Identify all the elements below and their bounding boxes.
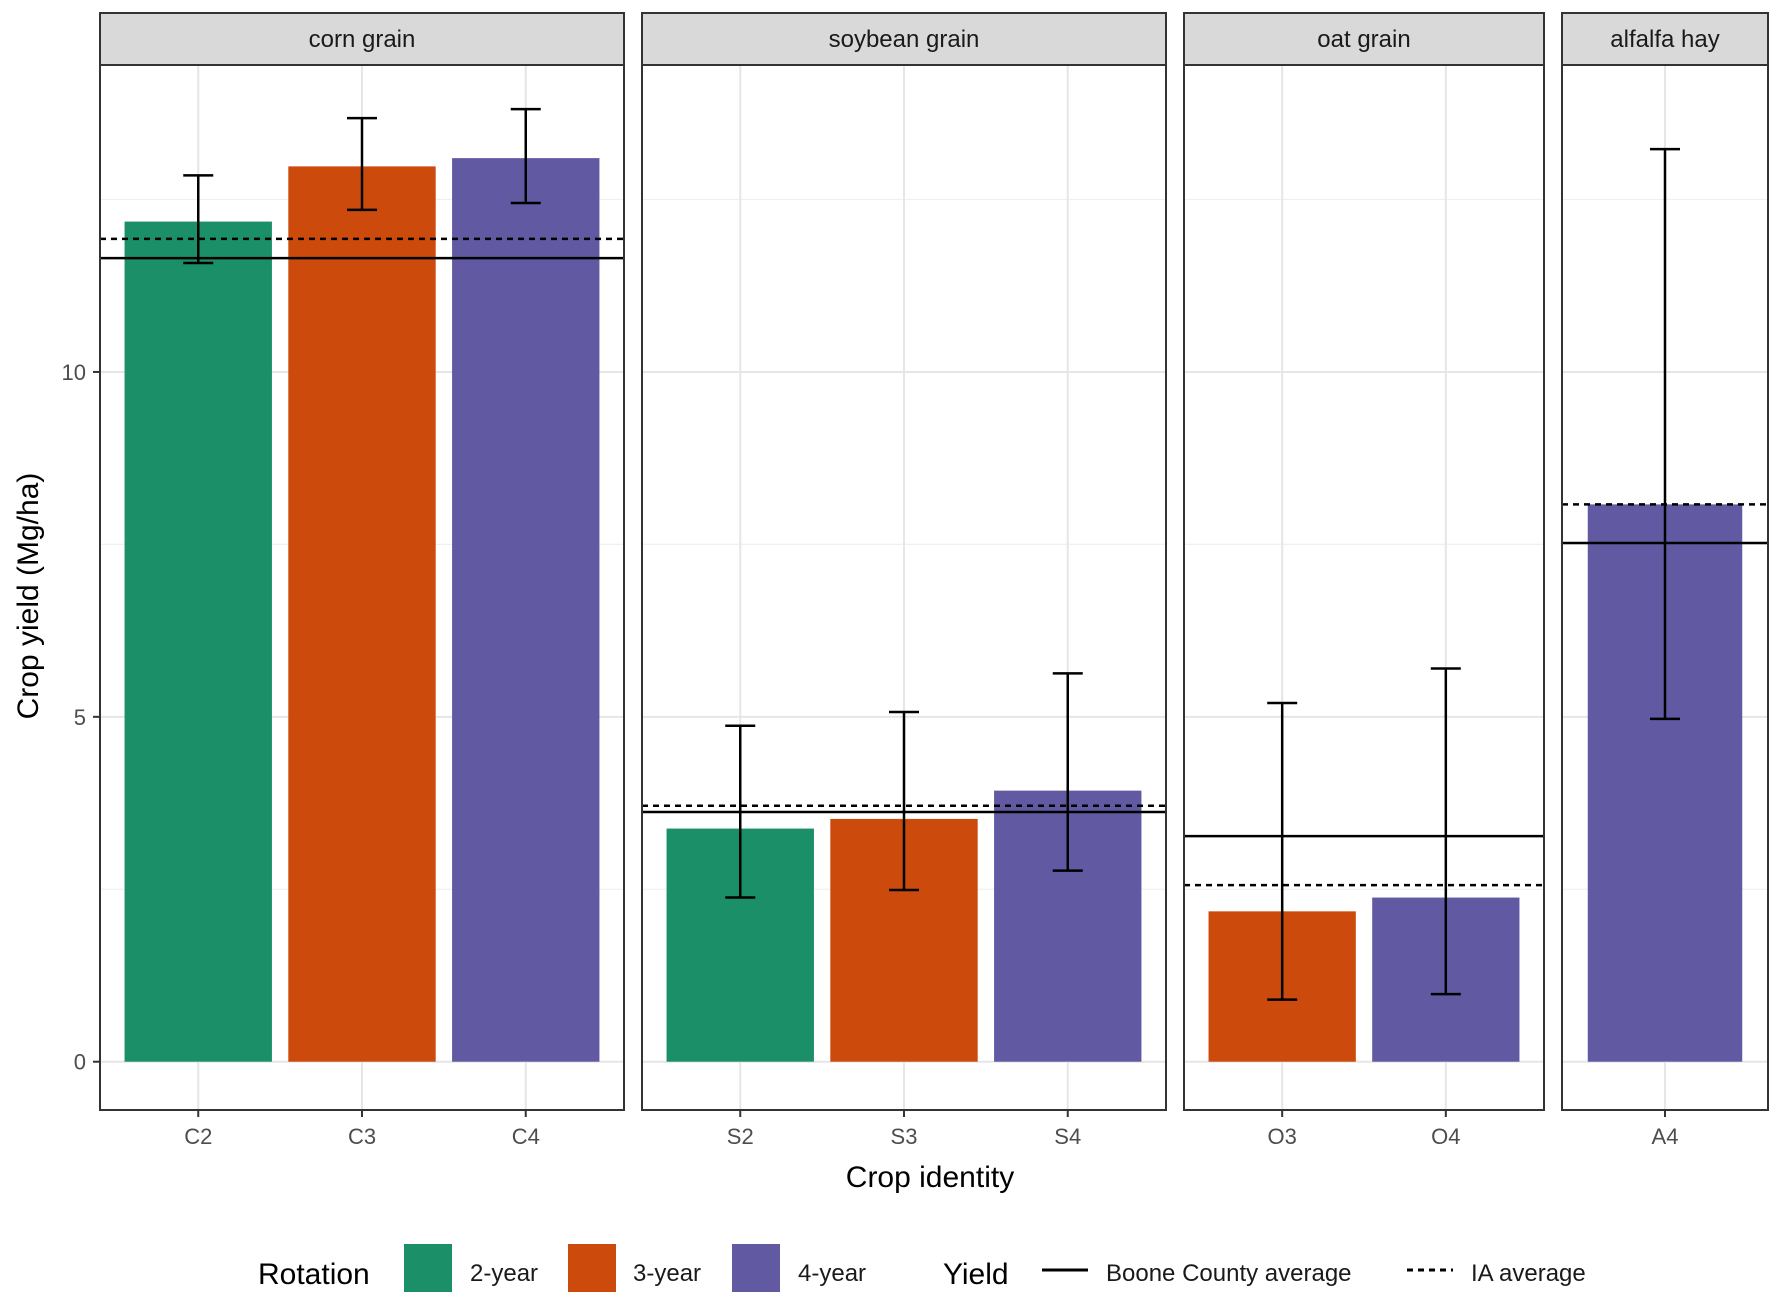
x-tick-label: A4	[1652, 1124, 1679, 1149]
bar-C3	[288, 166, 436, 1062]
legend-label-4-year: 4-year	[798, 1260, 866, 1287]
facet-panel: corn grain C2 C3 C4	[99, 12, 625, 1149]
bar-C2	[124, 221, 272, 1062]
y-tick-label: 10	[62, 360, 86, 385]
x-tick-label: S4	[1054, 1124, 1081, 1149]
facet-strip	[1183, 12, 1545, 66]
facet-panels: corn grain C2 C3 C4 soybean grain S2 S3 S4 oat g…	[62, 12, 1769, 1149]
facet-panel: oat grain O3 O4	[1183, 12, 1545, 1149]
facet-strip	[641, 12, 1167, 66]
x-tick-label: S2	[727, 1124, 754, 1149]
x-tick-label: C2	[184, 1124, 212, 1149]
legend-key-2-year	[404, 1244, 452, 1292]
x-tick-label: S3	[891, 1124, 918, 1149]
facet-strip-label: alfalfa hay	[1610, 26, 1719, 53]
facet-panel: alfalfa hay A4	[1561, 12, 1769, 1149]
facet-strip	[1561, 12, 1769, 66]
x-axis-title: Crop identity	[846, 1161, 1014, 1194]
legend-label-2-year: 2-year	[470, 1260, 538, 1287]
facet-strip-label: soybean grain	[829, 26, 980, 53]
legend-key-3-year	[568, 1244, 616, 1292]
y-tick-label: 0	[74, 1050, 86, 1075]
legend-title-yield: Yield	[943, 1258, 1009, 1291]
bar-C4	[452, 158, 600, 1062]
facet-strip-label: corn grain	[309, 26, 416, 53]
legend-label-3-year: 3-year	[633, 1260, 701, 1287]
y-axis-title: Crop yield (Mg/ha)	[12, 473, 45, 720]
x-tick-label: O3	[1268, 1124, 1297, 1149]
legend: Rotation 2-year 3-year 4-year Yield Boon…	[258, 1244, 1586, 1292]
facet-strip-label: oat grain	[1317, 26, 1410, 53]
x-tick-label: O4	[1431, 1124, 1460, 1149]
y-tick-label: 5	[74, 705, 86, 730]
legend-key-4-year	[732, 1244, 780, 1292]
x-tick-label: C4	[512, 1124, 540, 1149]
legend-label-boone-county-average: Boone County average	[1106, 1260, 1352, 1287]
facet-panel: soybean grain S2 S3 S4	[641, 12, 1167, 1149]
y-axis: 0 5 10	[62, 360, 100, 1075]
legend-title-rotation: Rotation	[258, 1258, 370, 1291]
x-tick-label: C3	[348, 1124, 376, 1149]
legend-label-ia-average: IA average	[1471, 1260, 1586, 1287]
facet-strip	[99, 12, 625, 66]
